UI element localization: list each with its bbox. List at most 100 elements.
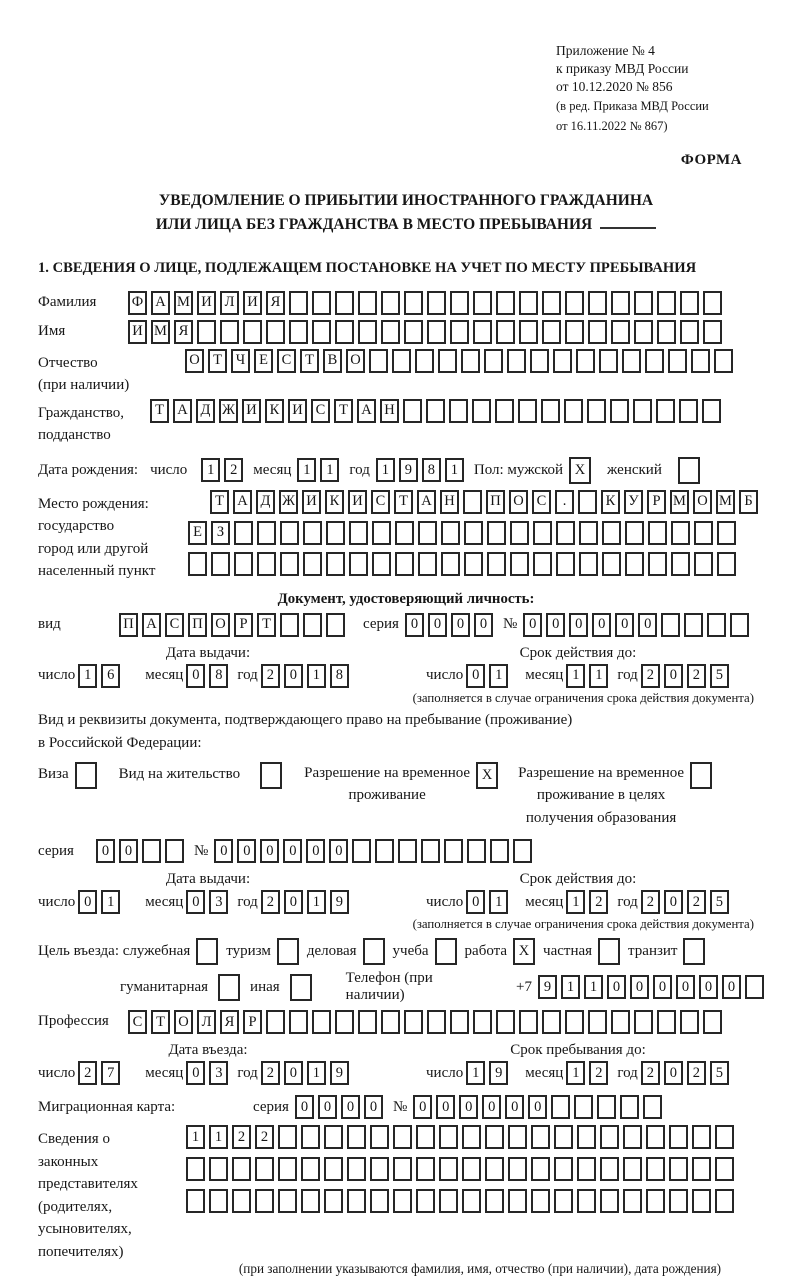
char-cell[interactable] <box>196 938 219 966</box>
char-cell[interactable] <box>703 1010 722 1035</box>
char-cell[interactable]: 1 <box>566 663 586 688</box>
char-cell[interactable] <box>623 1157 642 1182</box>
char-cell[interactable] <box>519 290 538 315</box>
char-cell[interactable] <box>683 938 706 966</box>
char-cell[interactable]: Л <box>197 1010 216 1035</box>
char-cell[interactable] <box>349 551 368 576</box>
char-cell[interactable] <box>220 319 239 344</box>
char-cell[interactable]: Т <box>257 612 276 637</box>
char-cell[interactable]: 0 <box>450 612 470 637</box>
char-cell[interactable] <box>349 520 368 545</box>
char-cell[interactable]: В <box>323 348 342 373</box>
char-cell[interactable] <box>622 348 641 373</box>
char-cell[interactable]: 2 <box>260 663 280 688</box>
char-cell[interactable] <box>335 1010 354 1035</box>
char-cell[interactable] <box>260 761 283 789</box>
char-cell[interactable]: 2 <box>260 890 280 915</box>
char-cell[interactable] <box>602 551 621 576</box>
char-cell[interactable]: 0 <box>473 612 493 637</box>
char-cell[interactable] <box>715 1125 734 1150</box>
char-cell[interactable]: 1 <box>444 458 464 483</box>
char-cell[interactable]: 1 <box>489 890 509 915</box>
char-cell[interactable] <box>404 319 423 344</box>
char-cell[interactable] <box>426 398 445 423</box>
char-cell[interactable] <box>496 1010 515 1035</box>
char-cell[interactable]: 1 <box>201 458 221 483</box>
char-cell[interactable]: 6 <box>101 663 121 688</box>
char-cell[interactable]: 1 <box>209 1125 228 1150</box>
char-cell[interactable] <box>680 290 699 315</box>
char-cell[interactable] <box>450 1010 469 1035</box>
char-cell[interactable]: М <box>716 489 735 514</box>
char-cell[interactable] <box>715 1157 734 1182</box>
char-cell[interactable]: И <box>302 489 321 514</box>
char-cell[interactable] <box>530 348 549 373</box>
char-cell[interactable]: С <box>277 348 296 373</box>
char-cell[interactable] <box>209 1189 228 1214</box>
char-cell[interactable] <box>403 398 422 423</box>
char-cell[interactable]: 1 <box>78 663 98 688</box>
char-cell[interactable] <box>684 612 704 637</box>
char-cell[interactable] <box>648 551 667 576</box>
char-cell[interactable] <box>370 1189 389 1214</box>
char-cell[interactable]: 0 <box>306 839 326 864</box>
char-cell[interactable]: 0 <box>699 975 718 1000</box>
char-cell[interactable]: 5 <box>709 663 729 688</box>
char-cell[interactable] <box>508 1189 527 1214</box>
char-cell[interactable] <box>472 398 491 423</box>
char-cell[interactable] <box>656 398 675 423</box>
char-cell[interactable]: 0 <box>260 839 280 864</box>
char-cell[interactable] <box>643 1095 663 1120</box>
char-cell[interactable] <box>669 1157 688 1182</box>
char-cell[interactable] <box>645 348 664 373</box>
char-cell[interactable] <box>554 1125 573 1150</box>
char-cell[interactable]: 2 <box>686 663 706 688</box>
char-cell[interactable] <box>646 1189 665 1214</box>
char-cell[interactable]: 0 <box>317 1095 337 1120</box>
char-cell[interactable] <box>372 551 391 576</box>
char-cell[interactable]: 2 <box>640 890 660 915</box>
char-cell[interactable] <box>381 1010 400 1035</box>
char-cell[interactable]: Ч <box>231 348 250 373</box>
char-cell[interactable]: А <box>357 398 376 423</box>
char-cell[interactable] <box>717 520 736 545</box>
char-cell[interactable] <box>484 348 503 373</box>
char-cell[interactable] <box>301 1189 320 1214</box>
char-cell[interactable] <box>439 1157 458 1182</box>
char-cell[interactable]: О <box>509 489 528 514</box>
char-cell[interactable] <box>531 1125 550 1150</box>
char-cell[interactable] <box>519 1010 538 1035</box>
char-cell[interactable] <box>556 520 575 545</box>
char-cell[interactable] <box>597 1095 617 1120</box>
char-cell[interactable] <box>600 1189 619 1214</box>
char-cell[interactable] <box>671 520 690 545</box>
char-cell[interactable] <box>449 398 468 423</box>
char-cell[interactable] <box>531 1157 550 1182</box>
char-cell[interactable]: 1 <box>297 458 317 483</box>
char-cell[interactable] <box>671 551 690 576</box>
char-cell[interactable] <box>257 520 276 545</box>
char-cell[interactable] <box>611 1010 630 1035</box>
char-cell[interactable] <box>703 319 722 344</box>
char-cell[interactable]: К <box>265 398 284 423</box>
char-cell[interactable] <box>427 319 446 344</box>
char-cell[interactable] <box>730 612 750 637</box>
char-cell[interactable] <box>352 839 372 864</box>
char-cell[interactable]: К <box>325 489 344 514</box>
char-cell[interactable] <box>395 551 414 576</box>
char-cell[interactable]: 2 <box>589 1061 609 1086</box>
char-cell[interactable] <box>197 319 216 344</box>
char-cell[interactable]: 3 <box>209 890 229 915</box>
char-cell[interactable] <box>565 290 584 315</box>
char-cell[interactable]: 0 <box>663 663 683 688</box>
char-cell[interactable] <box>358 319 377 344</box>
char-cell[interactable]: О <box>211 612 230 637</box>
char-cell[interactable]: 2 <box>78 1061 98 1086</box>
char-cell[interactable]: 0 <box>592 612 612 637</box>
char-cell[interactable] <box>542 290 561 315</box>
char-cell[interactable] <box>303 612 322 637</box>
char-cell[interactable] <box>415 348 434 373</box>
char-cell[interactable] <box>301 1157 320 1182</box>
char-cell[interactable]: 0 <box>615 612 635 637</box>
char-cell[interactable] <box>634 1010 653 1035</box>
